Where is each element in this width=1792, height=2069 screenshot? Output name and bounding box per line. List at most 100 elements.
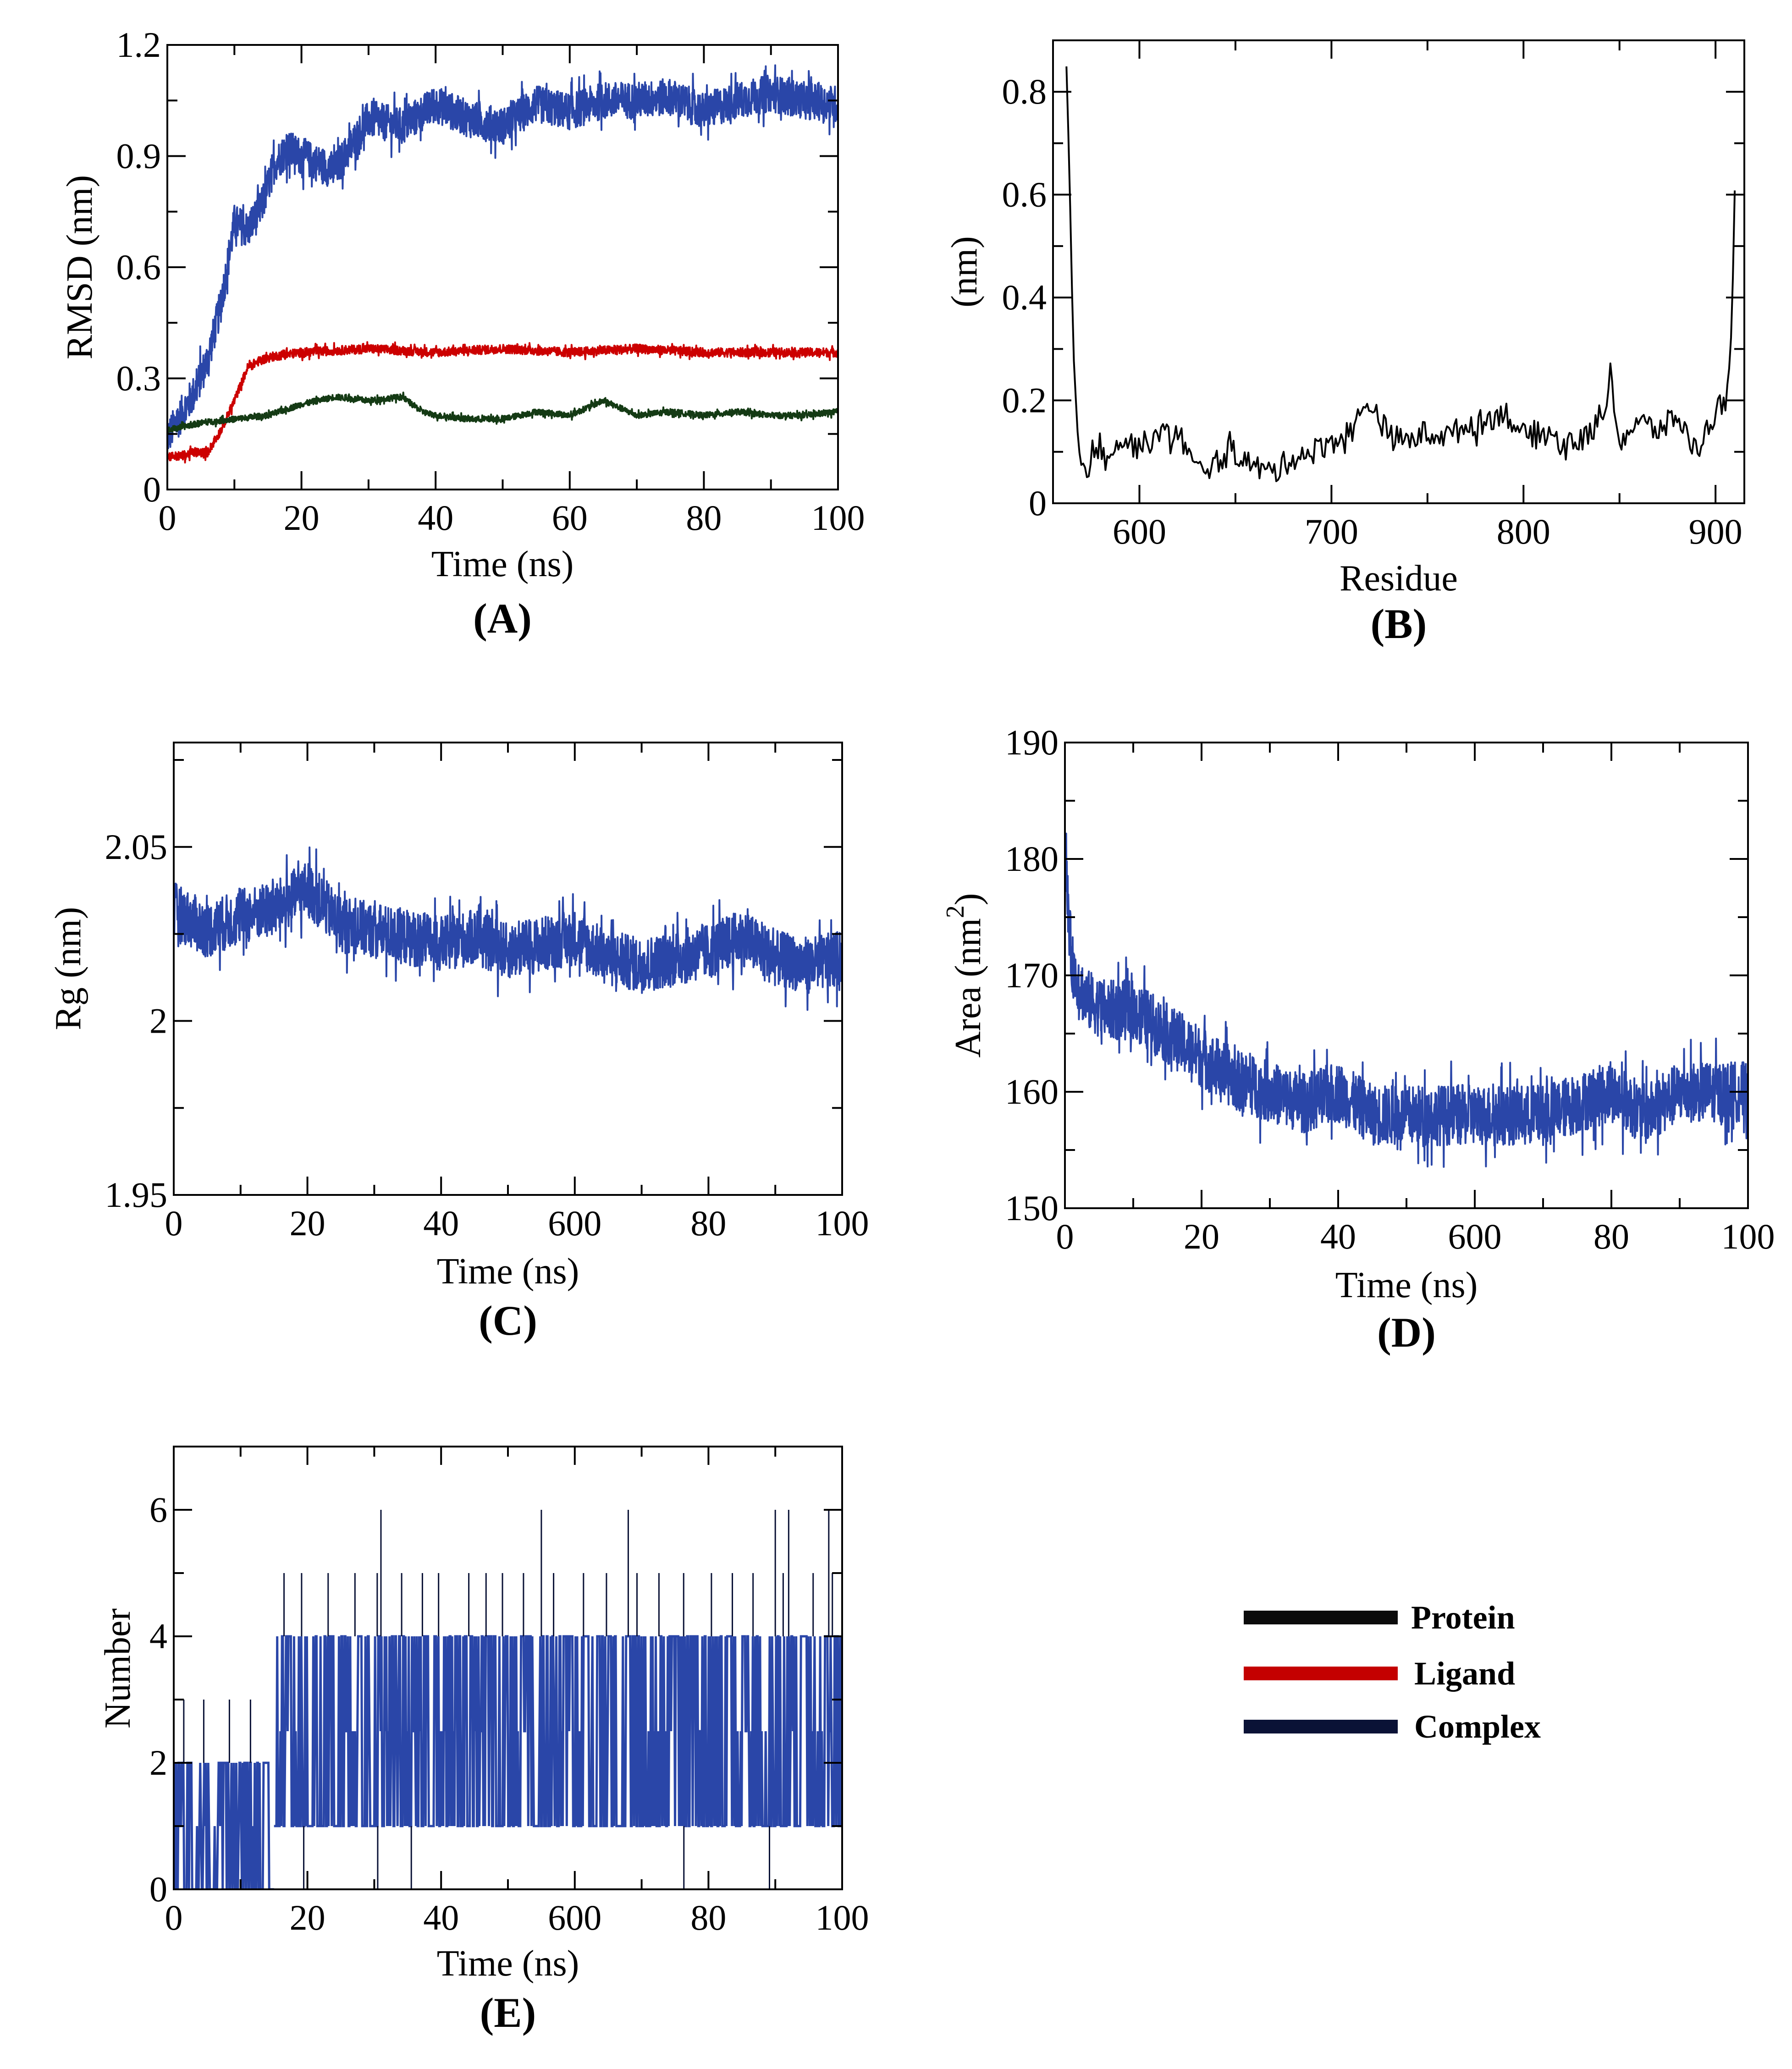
panel-b-ytick-label: 0.8: [1002, 72, 1047, 111]
panel-c-series-group: [174, 846, 842, 1011]
panel-d-ytick-label: 150: [1005, 1188, 1059, 1228]
panel-b-series-rmsf: [1065, 66, 1736, 482]
panel-a-ytick-label: 0.9: [116, 136, 161, 176]
panel-d-ytick-label: 190: [1005, 722, 1059, 762]
panel-e-xtick-label: 40: [423, 1898, 459, 1937]
panel-c-xtick-label: 100: [816, 1203, 869, 1243]
panel-c-xtick-label: 20: [290, 1203, 325, 1243]
panel-b-ytick-label: 0.4: [1002, 277, 1047, 317]
panel-d-ylabel-close: ): [948, 893, 988, 906]
panel-a-series-complex: [167, 64, 838, 449]
panel-e-xtick-label: 100: [816, 1898, 869, 1937]
panel-a: 0 20 40 60 80 100 0 0.3 0.6 0.9 1.2 Time (ns) RMSD…: [60, 25, 865, 642]
panel-d-series-group: [1065, 832, 1748, 1168]
panel-c-xtick-label: 40: [423, 1203, 459, 1243]
panel-c-xtick-label: 600: [548, 1203, 601, 1243]
panel-e-xtick-label: 20: [290, 1898, 325, 1937]
panel-e: 0 20 40 600 80 100 0 2 4 6 Time (ns) Number (E): [98, 1446, 869, 2036]
panel-b-ytick-label: 0.2: [1002, 380, 1047, 420]
panel-e-xlabel: Time (ns): [437, 1943, 579, 1984]
panel-d-xtick-label: 100: [1721, 1216, 1775, 1256]
panel-d-ylabel-main: Area (nm: [948, 918, 988, 1057]
panel-a-xtick-label: 60: [552, 498, 588, 538]
panel-b-xlabel: Residue: [1340, 558, 1458, 599]
panel-e-ytick-label: 4: [149, 1616, 167, 1656]
panel-e-ylabel: Number: [98, 1608, 138, 1728]
panel-d-ylabel-sup: 2: [941, 905, 970, 918]
panel-a-label: (A): [473, 595, 532, 642]
panel-d-plot-area: 0 20 40 600 80 100 150 160 170 180 190: [1005, 722, 1775, 1256]
panel-c-xtick-label: 80: [690, 1203, 726, 1243]
panel-c-series-complex: [174, 846, 842, 1011]
legend-swatch-ligand: [1244, 1667, 1398, 1680]
panel-d-ylabel: Area (nm2): [941, 893, 988, 1058]
legend-label-ligand: Ligand: [1414, 1655, 1515, 1692]
panel-d-xtick-label: 600: [1448, 1216, 1502, 1256]
panel-a-xtick-label: 100: [811, 498, 865, 538]
panel-c-ylabel: Rg (nm): [48, 907, 88, 1030]
panel-d-xtick-label: 80: [1594, 1216, 1629, 1256]
panel-a-xtick-label: 20: [284, 498, 320, 538]
panel-d-xtick-label: 0: [1056, 1216, 1074, 1256]
panel-e-ytick-label: 2: [149, 1743, 167, 1783]
panel-b-frame: [1052, 39, 1745, 504]
panel-b-xtick-label: 700: [1305, 512, 1358, 551]
panel-b-xtick-label: 600: [1113, 512, 1166, 551]
panel-a-xtick-label: 0: [159, 498, 176, 538]
panel-b-label: (B): [1371, 600, 1427, 647]
panel-a-ytick-label: 0: [143, 469, 161, 509]
panel-c-ytick-label: 2: [149, 1001, 167, 1040]
panel-a-xtick-label: 40: [418, 498, 453, 538]
panel-e-band-2: [274, 1635, 842, 1827]
legend-label-protein: Protein: [1411, 1599, 1515, 1636]
panel-b-plot-area: 600 700 800 900 0 0.2 0.4 0.6 0.8: [1002, 39, 1745, 551]
panel-a-xtick-label: 80: [686, 498, 722, 538]
panel-b-ytick-label: 0.6: [1002, 175, 1047, 215]
panel-b-series-group: [1065, 66, 1736, 482]
panel-e-xtick-label: 80: [690, 1898, 726, 1937]
panel-a-series-ligand: [167, 341, 838, 464]
panel-b: 600 700 800 900 0 0.2 0.4 0.6 0.8 Residue (nm) (…: [944, 39, 1745, 647]
panel-b-ylabel: (nm): [944, 236, 985, 308]
panel-a-ytick-label: 1.2: [116, 25, 161, 65]
panel-a-ylabel: RMSD (nm): [60, 175, 100, 359]
panel-d-label: (D): [1377, 1309, 1436, 1356]
panel-e-xtick-label: 600: [548, 1898, 601, 1937]
panel-c-xtick-label: 0: [165, 1203, 183, 1243]
legend: Protein Ligand Complex: [1244, 1599, 1541, 1745]
panel-c-ytick-label: 2.05: [105, 827, 168, 867]
panel-c: 0 20 40 600 80 100 1.95 2 2.05 Time (ns) Rg (nm)…: [48, 742, 869, 1344]
legend-swatch-protein: [1244, 1611, 1398, 1624]
panel-d-ytick-label: 160: [1005, 1072, 1059, 1112]
panel-d-xlabel: Time (ns): [1335, 1265, 1478, 1305]
panel-e-band-1: [174, 1761, 274, 1889]
panel-a-ytick-label: 0.3: [116, 358, 161, 398]
panel-d-xtick-label: 20: [1184, 1216, 1219, 1256]
panel-b-ytick-label: 0: [1029, 483, 1047, 523]
panel-d-xtick-label: 40: [1320, 1216, 1356, 1256]
panel-e-label: (E): [480, 1989, 536, 2036]
panel-e-plot-area: 0 20 40 600 80 100 0 2 4 6: [149, 1446, 869, 1937]
panel-c-plot-area: 0 20 40 600 80 100 1.95 2 2.05: [105, 742, 869, 1243]
panel-a-series-group: [167, 64, 838, 464]
panel-d: 0 20 40 600 80 100 150 160 170 180 190 Time (ns) A…: [941, 722, 1775, 1356]
panel-e-series-group: [174, 1510, 842, 1889]
panel-c-label: (C): [479, 1297, 537, 1344]
panel-d-ytick-label: 170: [1005, 955, 1059, 995]
panel-a-plot-area: 0 20 40 60 80 100 0 0.3 0.6 0.9 1.2: [116, 25, 865, 538]
legend-swatch-complex: [1244, 1720, 1398, 1733]
panel-a-ytick-label: 0.6: [116, 247, 161, 287]
panel-e-ytick-label: 6: [149, 1490, 167, 1530]
panel-c-xlabel: Time (ns): [437, 1251, 579, 1292]
panel-e-xtick-label: 0: [165, 1898, 183, 1937]
panel-b-xtick-label: 900: [1689, 512, 1742, 551]
panel-b-xtick-label: 800: [1497, 512, 1550, 551]
panel-a-series-protein: [167, 391, 838, 435]
panel-e-ytick-label: 0: [149, 1869, 167, 1909]
legend-label-complex: Complex: [1414, 1708, 1541, 1745]
panel-d-ytick-label: 180: [1005, 839, 1059, 879]
panel-d-series-complex: [1065, 832, 1748, 1168]
panel-c-ytick-label: 1.95: [105, 1175, 168, 1215]
panel-a-xlabel: Time (ns): [431, 544, 573, 584]
